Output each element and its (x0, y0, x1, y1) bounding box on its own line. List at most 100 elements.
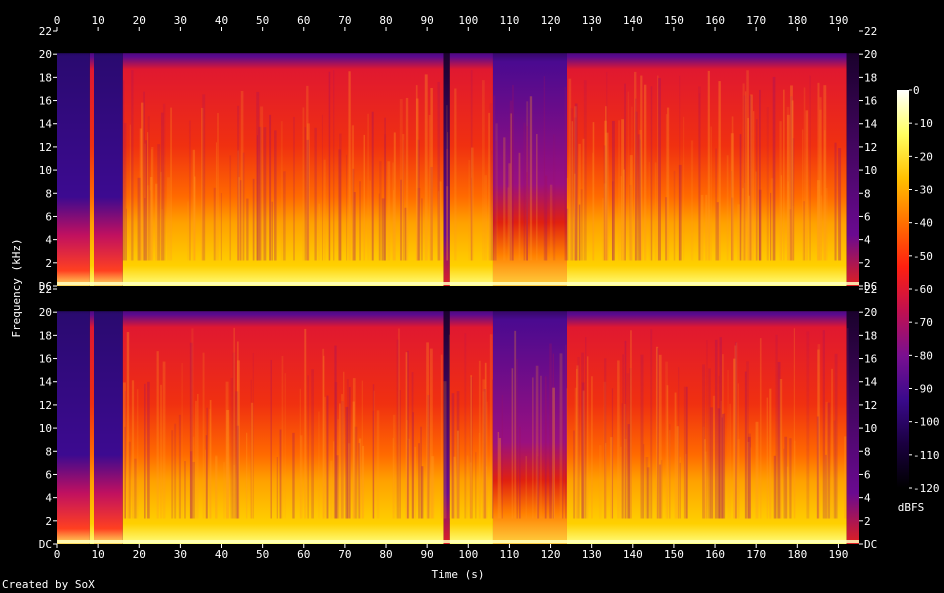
texture-streak (352, 378, 356, 519)
y-tick-label-right: 14 (864, 376, 878, 389)
texture-streak (233, 327, 235, 519)
texture-streak (346, 379, 349, 519)
texture-streak (786, 466, 789, 519)
x-tick-label-bottom: 130 (582, 548, 602, 561)
texture-streak (348, 71, 351, 261)
texture-streak (336, 455, 339, 519)
texture-streak (322, 348, 325, 519)
y-tick-label-left: 12 (39, 141, 52, 154)
texture-streak (610, 437, 613, 519)
texture-streak (714, 339, 718, 519)
texture-streak (507, 187, 510, 261)
texture-streak (780, 175, 782, 261)
texture-streak (731, 116, 734, 261)
channel-2-panel (57, 289, 859, 544)
texture-streak (782, 89, 785, 261)
x-tick-label-bottom: 20 (133, 548, 146, 561)
texture-streak (734, 345, 737, 519)
texture-streak (789, 209, 792, 261)
texture-streak (146, 185, 150, 261)
texture-streak (443, 381, 447, 519)
texture-streak (160, 112, 164, 261)
texture-streak (190, 451, 193, 519)
y-tick-label-left: DC (39, 280, 52, 293)
texture-streak (252, 178, 255, 261)
texture-streak (536, 134, 538, 261)
texture-streak (429, 348, 433, 519)
texture-streak (658, 464, 662, 519)
texture-streak (825, 454, 827, 519)
texture-streak (495, 123, 498, 261)
texture-streak (405, 97, 409, 261)
x-tick-label-bottom: 10 (92, 548, 105, 561)
texture-streak (731, 197, 734, 261)
texture-streak (274, 130, 277, 261)
texture-streak (755, 119, 758, 261)
texture-streak (750, 94, 753, 261)
texture-streak (151, 149, 153, 261)
texture-streak (192, 436, 195, 519)
texture-streak (237, 150, 239, 261)
x-tick-label-top: 0 (54, 14, 61, 27)
texture-streak (160, 384, 163, 519)
texture-streak (354, 426, 358, 519)
texture-streak (156, 351, 159, 519)
texture-streak (801, 129, 804, 261)
texture-streak (271, 201, 273, 261)
texture-streak (603, 381, 607, 519)
texture-streak (324, 396, 326, 519)
texture-streak (627, 91, 629, 261)
texture-streak (144, 383, 146, 519)
texture-streak (378, 193, 381, 261)
texture-streak (726, 155, 729, 261)
x-tick-label-bottom: 100 (458, 548, 478, 561)
texture-streak (710, 126, 712, 261)
texture-streak (341, 401, 344, 519)
texture-streak (656, 348, 659, 519)
texture-streak (454, 88, 457, 261)
x-tick-label-bottom: 110 (499, 548, 519, 561)
texture-streak (825, 401, 829, 519)
texture-streak (552, 353, 554, 519)
texture-streak (749, 95, 752, 261)
texture-streak (629, 184, 632, 261)
texture-streak (387, 161, 391, 261)
texture-streak (343, 371, 345, 519)
texture-streak (640, 75, 643, 261)
texture-streak (428, 115, 431, 261)
y-tick-label-right: 12 (864, 399, 877, 412)
texture-streak (464, 333, 467, 519)
y-tick-label-left: 14 (39, 376, 53, 389)
texture-streak (155, 183, 158, 261)
texture-streak (246, 198, 249, 261)
texture-streak (233, 464, 236, 519)
y-tick-label-right: 22 (864, 25, 877, 38)
colorbar-tick-label: -30 (913, 184, 933, 197)
texture-streak (466, 455, 469, 519)
texture-streak (263, 127, 267, 261)
texture-streak (440, 354, 443, 519)
y-axis-label: Frequency (kHz) (10, 238, 23, 337)
texture-streak (512, 85, 514, 261)
texture-streak (789, 438, 792, 519)
texture-streak (604, 442, 607, 519)
texture-streak (708, 368, 711, 519)
y-tick-label-right: 14 (864, 118, 878, 131)
texture-streak (514, 330, 517, 519)
texture-streak (197, 393, 199, 519)
y-tick-label-right: 4 (864, 492, 871, 505)
texture-streak (834, 142, 837, 261)
texture-streak (637, 134, 641, 261)
texture-streak (621, 119, 625, 261)
x-axis-label: Time (s) (432, 568, 485, 581)
texture-streak (195, 400, 197, 519)
x-tick-label-top: 50 (256, 14, 269, 27)
texture-streak (817, 349, 820, 519)
texture-streak (737, 383, 739, 519)
texture-streak (792, 138, 795, 261)
texture-streak (846, 328, 849, 519)
texture-streak (145, 140, 147, 261)
texture-streak (635, 111, 638, 261)
texture-streak (574, 387, 577, 519)
texture-streak (144, 143, 146, 261)
